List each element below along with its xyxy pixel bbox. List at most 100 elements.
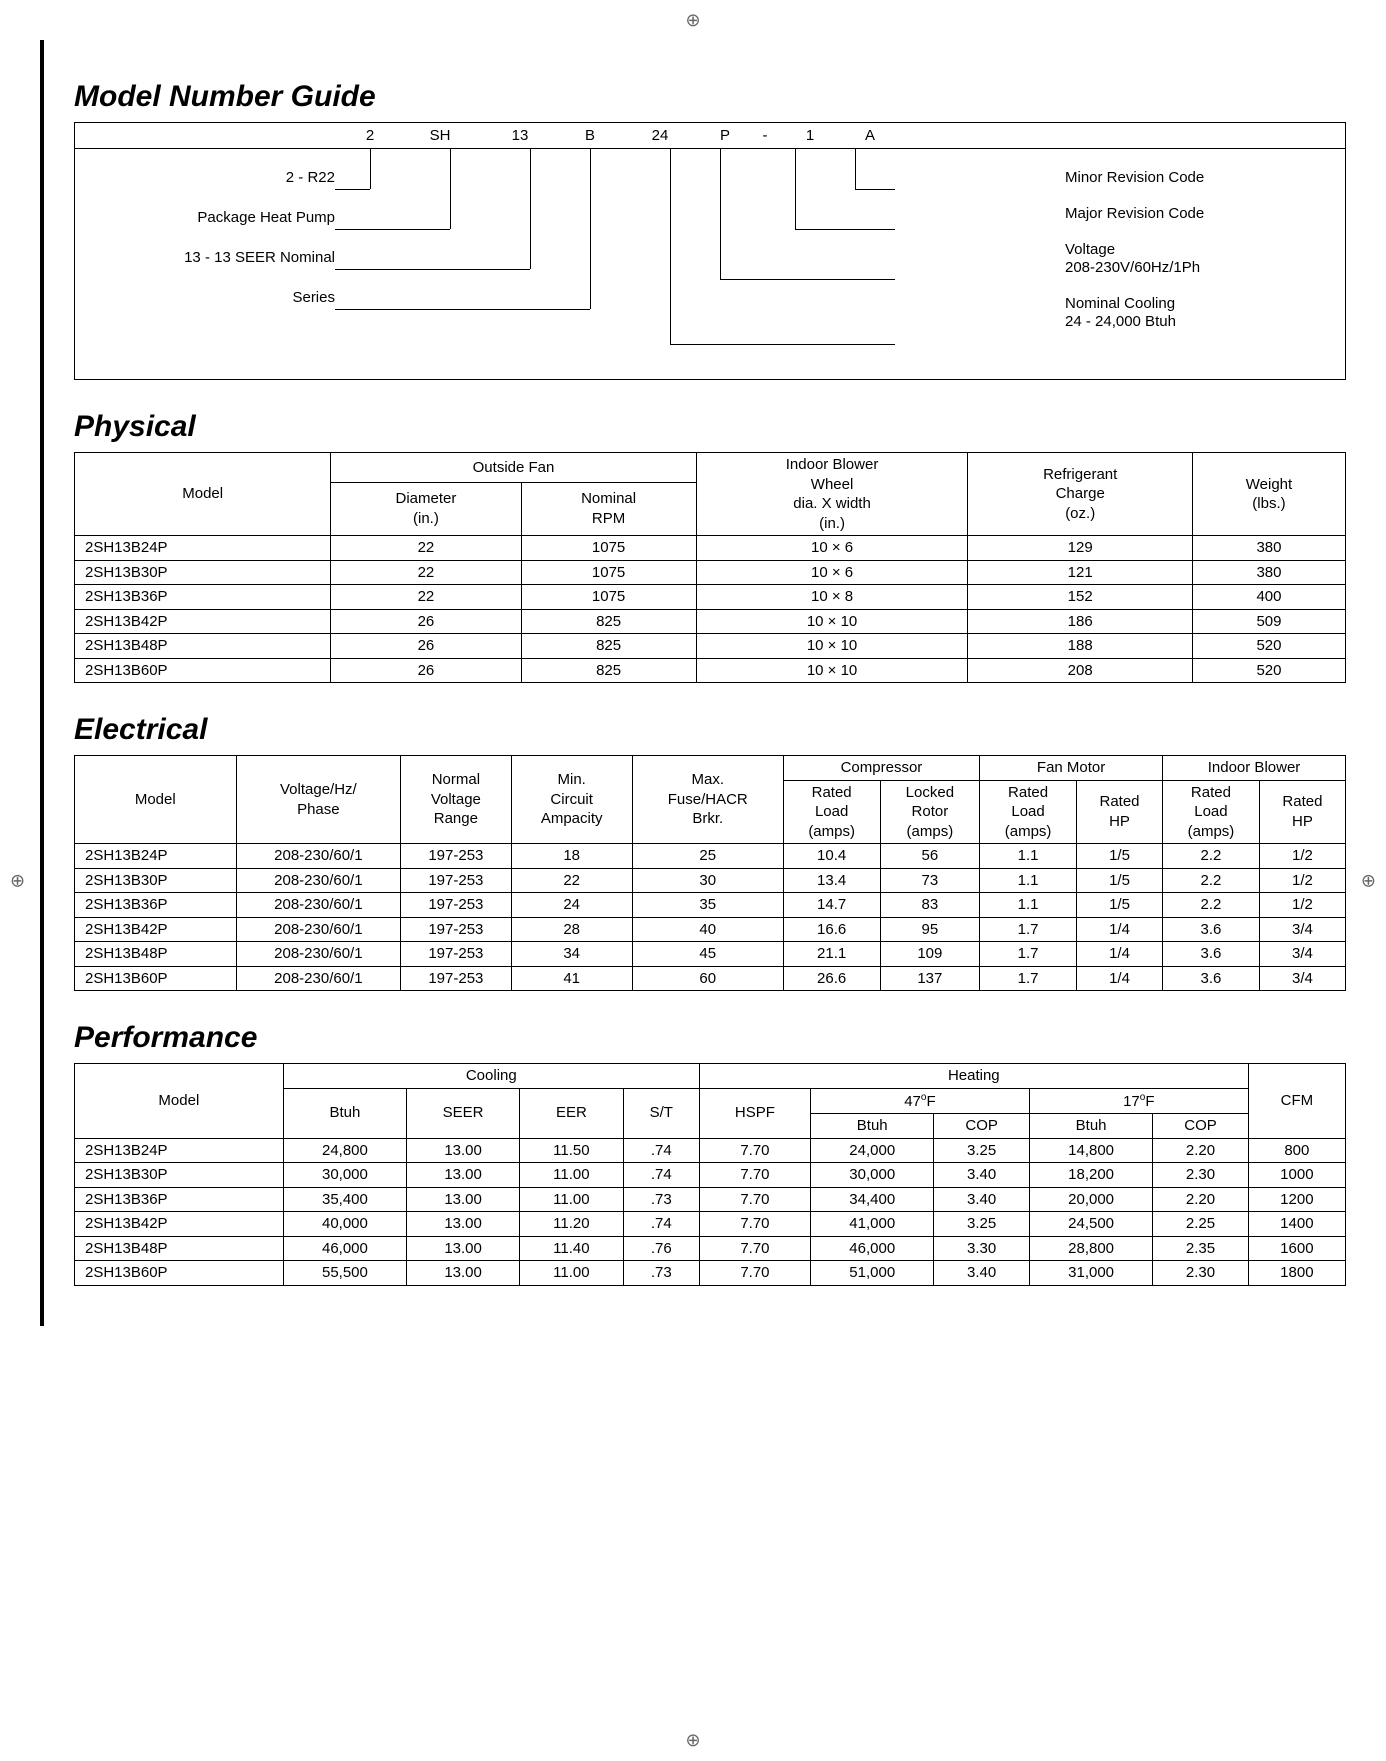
- table-cell: 1600: [1248, 1236, 1345, 1261]
- table-cell: 13.00: [407, 1163, 520, 1188]
- table-cell: 7.70: [699, 1187, 810, 1212]
- table-cell: 2SH13B36P: [75, 893, 237, 918]
- table-cell: 2SH13B48P: [75, 634, 331, 659]
- pf-th-cop17: COP: [1153, 1114, 1248, 1139]
- mng-line: [335, 229, 450, 230]
- table-cell: 24,800: [283, 1138, 406, 1163]
- reg-mark-right: ⊕: [1361, 870, 1376, 891]
- mng-gap: [75, 123, 340, 148]
- table-cell: 380: [1192, 536, 1345, 561]
- table-row: 2SH13B42P2682510 × 10186509: [75, 609, 1346, 634]
- table-cell: 26: [331, 658, 521, 683]
- table-cell: 34: [511, 942, 632, 967]
- table-cell: 121: [968, 560, 1193, 585]
- table-cell: 1075: [521, 536, 696, 561]
- table-cell: 10 × 6: [696, 536, 968, 561]
- table-cell: 10.4: [783, 844, 880, 869]
- table-cell: 1.1: [980, 893, 1077, 918]
- table-cell: 3.40: [934, 1261, 1029, 1286]
- pf-th-seer: SEER: [407, 1088, 520, 1138]
- pf-th-btuh: Btuh: [283, 1088, 406, 1138]
- table-row: 2SH13B24P22107510 × 6129380: [75, 536, 1346, 561]
- el-th-bhp: Rated HP: [1259, 780, 1345, 844]
- table-cell: 25: [632, 844, 783, 869]
- table-cell: 197-253: [401, 942, 511, 967]
- pf-th-cooling: Cooling: [283, 1064, 699, 1089]
- table-cell: 11.00: [520, 1261, 624, 1286]
- table-cell: 188: [968, 634, 1193, 659]
- table-cell: 3.25: [934, 1138, 1029, 1163]
- heading-electrical: Electrical: [74, 713, 1346, 747]
- table-cell: 825: [521, 609, 696, 634]
- table-cell: 1000: [1248, 1163, 1345, 1188]
- mng-line: [670, 149, 671, 344]
- mng-left-label: 2 - R22: [105, 169, 335, 187]
- table-cell: 2SH13B30P: [75, 1163, 284, 1188]
- table-cell: 13.4: [783, 868, 880, 893]
- table-cell: 208-230/60/1: [236, 868, 401, 893]
- table-cell: 2.30: [1153, 1261, 1248, 1286]
- table-cell: .76: [623, 1236, 699, 1261]
- table-cell: 46,000: [811, 1236, 934, 1261]
- table-cell: 13.00: [407, 1138, 520, 1163]
- table-cell: 2SH13B60P: [75, 658, 331, 683]
- table-cell: 16.6: [783, 917, 880, 942]
- mng-line: [855, 189, 895, 190]
- table-cell: 2SH13B36P: [75, 1187, 284, 1212]
- table-cell: 13.00: [407, 1236, 520, 1261]
- table-cell: 520: [1192, 658, 1345, 683]
- el-th-fhp: Rated HP: [1076, 780, 1162, 844]
- table-row: 2SH13B42P208-230/60/1197-253284016.6951.…: [75, 917, 1346, 942]
- mng-line: [530, 149, 531, 269]
- table-row: 2SH13B30P22107510 × 6121380: [75, 560, 1346, 585]
- table-cell: 2SH13B48P: [75, 942, 237, 967]
- el-th-blower: Indoor Blower: [1163, 756, 1346, 781]
- table-cell: 3/4: [1259, 917, 1345, 942]
- table-cell: 1/5: [1076, 893, 1162, 918]
- table-cell: 40: [632, 917, 783, 942]
- table-cell: 13.00: [407, 1212, 520, 1237]
- table-cell: 18: [511, 844, 632, 869]
- table-row: 2SH13B36P208-230/60/1197-253243514.7831.…: [75, 893, 1346, 918]
- table-cell: 26.6: [783, 966, 880, 991]
- mng-segment: P: [700, 123, 750, 148]
- table-cell: 73: [880, 868, 980, 893]
- el-th-min: Min. Circuit Ampacity: [511, 756, 632, 844]
- el-th-max: Max. Fuse/HACR Brkr.: [632, 756, 783, 844]
- table-cell: 2SH13B36P: [75, 585, 331, 610]
- table-cell: 2SH13B60P: [75, 966, 237, 991]
- table-cell: 7.70: [699, 1138, 810, 1163]
- mng-line: [335, 269, 530, 270]
- table-cell: 10 × 10: [696, 634, 968, 659]
- table-cell: 1/2: [1259, 893, 1345, 918]
- el-th-fla: Rated Load (amps): [980, 780, 1077, 844]
- table-cell: 2SH13B42P: [75, 1212, 284, 1237]
- table-cell: 3.40: [934, 1163, 1029, 1188]
- table-cell: 509: [1192, 609, 1345, 634]
- table-cell: 30: [632, 868, 783, 893]
- pf-th-model: Model: [75, 1064, 284, 1139]
- table-cell: 21.1: [783, 942, 880, 967]
- table-cell: 197-253: [401, 844, 511, 869]
- table-cell: 2SH13B42P: [75, 609, 331, 634]
- table-cell: 46,000: [283, 1236, 406, 1261]
- table-cell: 41,000: [811, 1212, 934, 1237]
- table-cell: 208-230/60/1: [236, 966, 401, 991]
- mng-line: [720, 279, 895, 280]
- table-cell: 95: [880, 917, 980, 942]
- table-cell: 825: [521, 634, 696, 659]
- table-cell: 1.7: [980, 966, 1077, 991]
- table-cell: 7.70: [699, 1212, 810, 1237]
- table-cell: 3.6: [1163, 942, 1260, 967]
- table-cell: 208-230/60/1: [236, 942, 401, 967]
- table-cell: 26: [331, 609, 521, 634]
- table-cell: 1/4: [1076, 942, 1162, 967]
- mng-segment: 13: [480, 123, 560, 148]
- heading-physical: Physical: [74, 410, 1346, 444]
- table-cell: 3.40: [934, 1187, 1029, 1212]
- table-cell: 1075: [521, 585, 696, 610]
- mng-segment: -: [750, 123, 780, 148]
- table-cell: 2.20: [1153, 1138, 1248, 1163]
- table-cell: 208-230/60/1: [236, 844, 401, 869]
- table-cell: .73: [623, 1187, 699, 1212]
